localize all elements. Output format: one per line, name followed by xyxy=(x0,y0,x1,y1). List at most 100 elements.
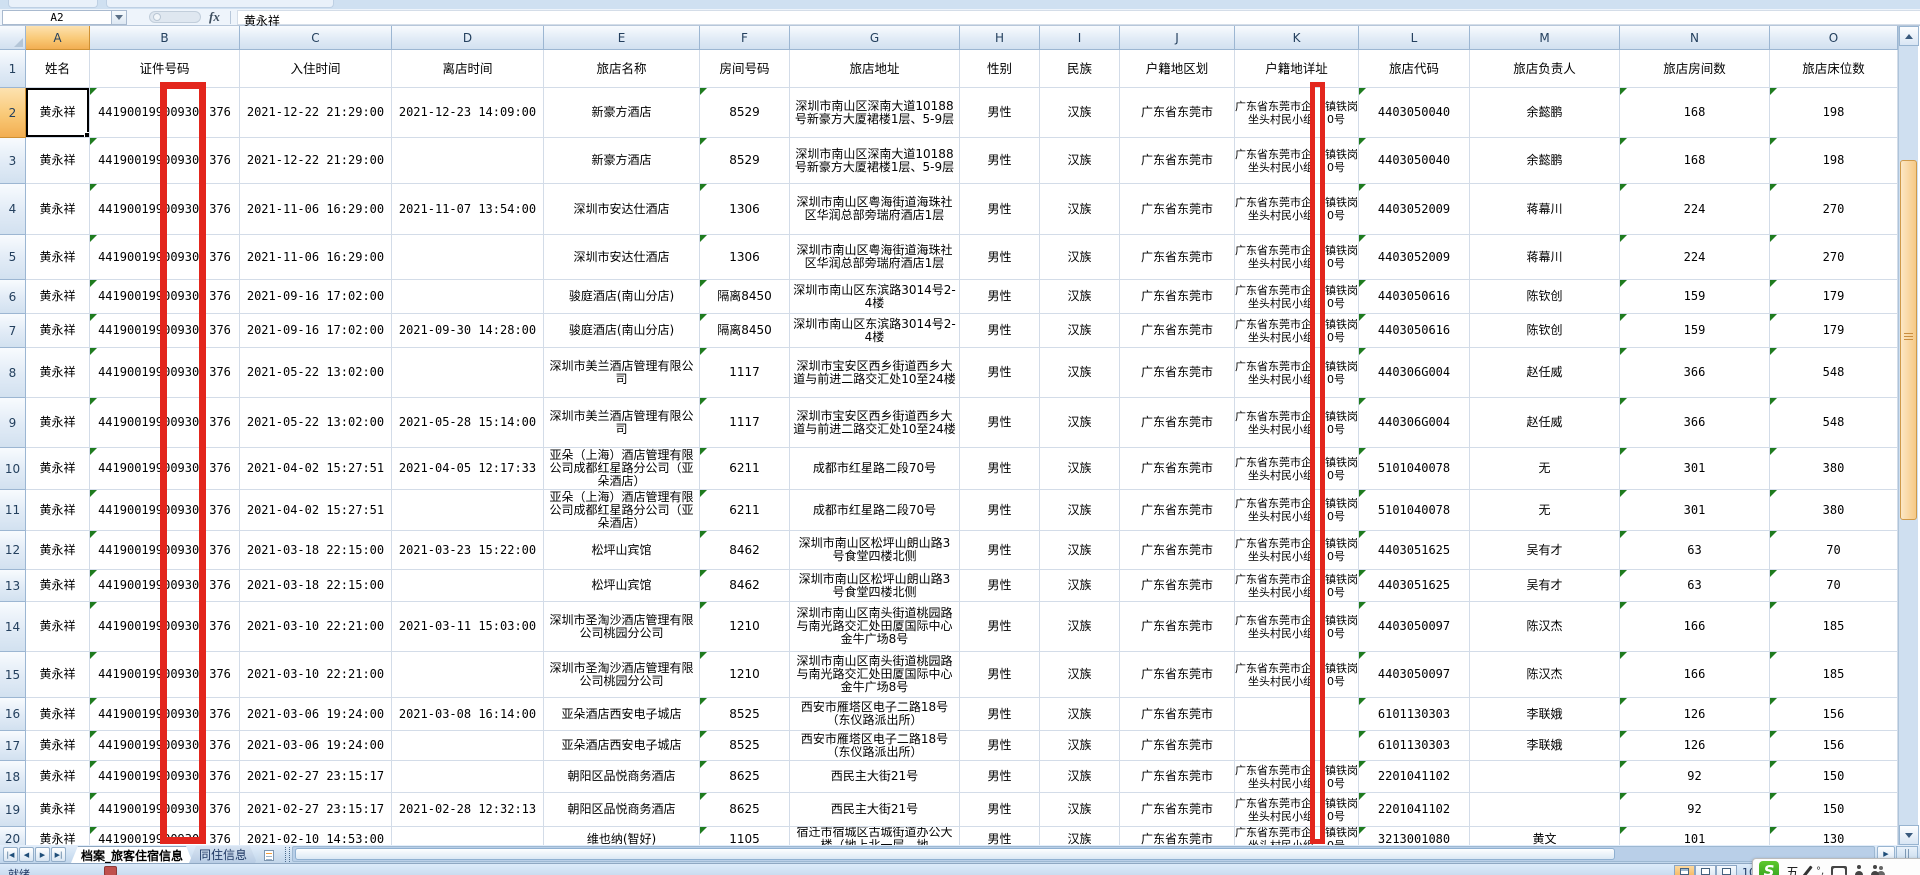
cell-I17[interactable]: 汉族 xyxy=(1040,731,1120,761)
tab-nav-prev-button[interactable]: ◀ xyxy=(19,847,34,862)
cell-B2[interactable]: 44190019900930 376 xyxy=(90,88,240,138)
cell-H12[interactable]: 男性 xyxy=(960,531,1040,570)
cell-L16[interactable]: 6101130303 xyxy=(1359,698,1470,731)
cell-N9[interactable]: 366 xyxy=(1620,398,1770,448)
cell-G12[interactable]: 深圳市南山区松坪山朗山路3号食堂四楼北侧 xyxy=(790,531,960,570)
cell-M19[interactable] xyxy=(1470,793,1620,827)
cell-G19[interactable]: 西民主大街21号 xyxy=(790,793,960,827)
cell-O11[interactable]: 380 xyxy=(1770,490,1898,531)
cell-B17[interactable]: 44190019900930 376 xyxy=(90,731,240,761)
cell-B10[interactable]: 44190019900930 376 xyxy=(90,448,240,490)
cell-H6[interactable]: 男性 xyxy=(960,280,1040,314)
row-header-18[interactable]: 18 xyxy=(0,761,26,793)
cell-H8[interactable]: 男性 xyxy=(960,348,1040,398)
header-cell-J1[interactable]: 户籍地区划 xyxy=(1120,50,1235,88)
cell-B14[interactable]: 44190019900930 376 xyxy=(90,602,240,652)
cell-B5[interactable]: 44190019900930 376 xyxy=(90,235,240,280)
cell-O14[interactable]: 185 xyxy=(1770,602,1898,652)
header-cell-D1[interactable]: 离店时间 xyxy=(392,50,544,88)
cell-F10[interactable]: 6211 xyxy=(700,448,790,490)
cell-N16[interactable]: 126 xyxy=(1620,698,1770,731)
cell-K6[interactable]: 广东省东莞市企 镇铁岗 坐头村民小组 0号 xyxy=(1235,280,1359,314)
cell-F19[interactable]: 8625 xyxy=(700,793,790,827)
cell-O16[interactable]: 156 xyxy=(1770,698,1898,731)
cell-E7[interactable]: 骏庭酒店(南山分店) xyxy=(544,314,700,348)
cell-I10[interactable]: 汉族 xyxy=(1040,448,1120,490)
cell-B12[interactable]: 44190019900930 376 xyxy=(90,531,240,570)
cell-C14[interactable]: 2021-03-10 22:21:00 xyxy=(240,602,392,652)
cell-O5[interactable]: 270 xyxy=(1770,235,1898,280)
column-header-K[interactable]: K xyxy=(1235,26,1359,50)
cell-C8[interactable]: 2021-05-22 13:02:00 xyxy=(240,348,392,398)
vertical-scrollbar[interactable] xyxy=(1898,26,1919,845)
column-header-C[interactable]: C xyxy=(240,26,392,50)
cell-G2[interactable]: 深圳市南山区深南大道10188号新豪方大厦裙楼1层、5-9层 xyxy=(790,88,960,138)
cell-N19[interactable]: 92 xyxy=(1620,793,1770,827)
cell-N13[interactable]: 63 xyxy=(1620,570,1770,602)
cell-K14[interactable]: 广东省东莞市企 镇铁岗 坐头村民小组 0号 xyxy=(1235,602,1359,652)
cell-E4[interactable]: 深圳市安达仕酒店 xyxy=(544,184,700,235)
cell-J16[interactable]: 广东省东莞市 xyxy=(1120,698,1235,731)
cell-G10[interactable]: 成都市红星路二段70号 xyxy=(790,448,960,490)
column-header-A[interactable]: A xyxy=(26,26,90,50)
cell-B16[interactable]: 44190019900930 376 xyxy=(90,698,240,731)
cell-O13[interactable]: 70 xyxy=(1770,570,1898,602)
pen-icon[interactable] xyxy=(1802,864,1813,875)
cell-L20[interactable]: 3213001080 xyxy=(1359,827,1470,845)
cell-O18[interactable]: 150 xyxy=(1770,761,1898,793)
cell-F3[interactable]: 8529 xyxy=(700,138,790,184)
cell-A12[interactable]: 黄永祥 xyxy=(26,531,90,570)
cell-C6[interactable]: 2021-09-16 17:02:00 xyxy=(240,280,392,314)
cell-I9[interactable]: 汉族 xyxy=(1040,398,1120,448)
cell-K11[interactable]: 广东省东莞市企 镇铁岗 坐头村民小组 0号 xyxy=(1235,490,1359,531)
cell-C13[interactable]: 2021-03-18 22:15:00 xyxy=(240,570,392,602)
cell-G4[interactable]: 深圳市南山区粤海街道海珠社区华润总部旁瑞府酒店1层 xyxy=(790,184,960,235)
cell-L2[interactable]: 4403050040 xyxy=(1359,88,1470,138)
cell-D5[interactable] xyxy=(392,235,544,280)
cell-K15[interactable]: 广东省东莞市企 镇铁岗 坐头村民小组 0号 xyxy=(1235,652,1359,698)
cell-J18[interactable]: 广东省东莞市 xyxy=(1120,761,1235,793)
cell-A20[interactable]: 黄永祥 xyxy=(26,827,90,845)
row-header-20[interactable]: 20 xyxy=(0,827,26,845)
cell-D9[interactable]: 2021-05-28 15:14:00 xyxy=(392,398,544,448)
cell-C12[interactable]: 2021-03-18 22:15:00 xyxy=(240,531,392,570)
cell-B20[interactable]: 44190019900930 376 xyxy=(90,827,240,845)
cell-A19[interactable]: 黄永祥 xyxy=(26,793,90,827)
row-header-15[interactable]: 15 xyxy=(0,652,26,698)
cell-M17[interactable]: 李联娥 xyxy=(1470,731,1620,761)
row-header-6[interactable]: 6 xyxy=(0,280,26,314)
cell-K18[interactable]: 广东省东莞市企 镇铁岗 坐头村民小组 0号 xyxy=(1235,761,1359,793)
cell-E3[interactable]: 新豪方酒店 xyxy=(544,138,700,184)
cell-I4[interactable]: 汉族 xyxy=(1040,184,1120,235)
cell-K5[interactable]: 广东省东莞市企 镇铁岗 坐头村民小组 0号 xyxy=(1235,235,1359,280)
cell-J6[interactable]: 广东省东莞市 xyxy=(1120,280,1235,314)
cell-O8[interactable]: 548 xyxy=(1770,348,1898,398)
cell-A13[interactable]: 黄永祥 xyxy=(26,570,90,602)
people-icon[interactable] xyxy=(1871,865,1885,875)
cell-N17[interactable]: 126 xyxy=(1620,731,1770,761)
cell-O12[interactable]: 70 xyxy=(1770,531,1898,570)
cell-M13[interactable]: 吴有才 xyxy=(1470,570,1620,602)
column-header-F[interactable]: F xyxy=(700,26,790,50)
cell-B19[interactable]: 44190019900930 376 xyxy=(90,793,240,827)
punctuation-icon[interactable]: °, xyxy=(1816,865,1825,875)
cell-L6[interactable]: 4403050616 xyxy=(1359,280,1470,314)
cell-F16[interactable]: 8525 xyxy=(700,698,790,731)
cell-L11[interactable]: 5101040078 xyxy=(1359,490,1470,531)
header-cell-H1[interactable]: 性别 xyxy=(960,50,1040,88)
column-header-B[interactable]: B xyxy=(90,26,240,50)
cell-G17[interactable]: 西安市雁塔区电子二路18号（东仪路派出所） xyxy=(790,731,960,761)
column-header-N[interactable]: N xyxy=(1620,26,1770,50)
cell-A2[interactable]: 黄永祥 xyxy=(26,88,90,138)
name-box[interactable]: A2 xyxy=(2,9,112,25)
cell-K10[interactable]: 广东省东莞市企 镇铁岗 坐头村民小组 0号 xyxy=(1235,448,1359,490)
cell-O15[interactable]: 185 xyxy=(1770,652,1898,698)
cell-M15[interactable]: 陈汉杰 xyxy=(1470,652,1620,698)
ime-mode-label[interactable]: 五 xyxy=(1786,865,1800,875)
cell-B18[interactable]: 44190019900930 376 xyxy=(90,761,240,793)
cell-O17[interactable]: 156 xyxy=(1770,731,1898,761)
cell-M8[interactable]: 赵任威 xyxy=(1470,348,1620,398)
cell-L17[interactable]: 6101130303 xyxy=(1359,731,1470,761)
cell-E10[interactable]: 亚朵（上海）酒店管理有限公司成都红星路分公司（亚朵酒店） xyxy=(544,448,700,490)
cell-E13[interactable]: 松坪山宾馆 xyxy=(544,570,700,602)
